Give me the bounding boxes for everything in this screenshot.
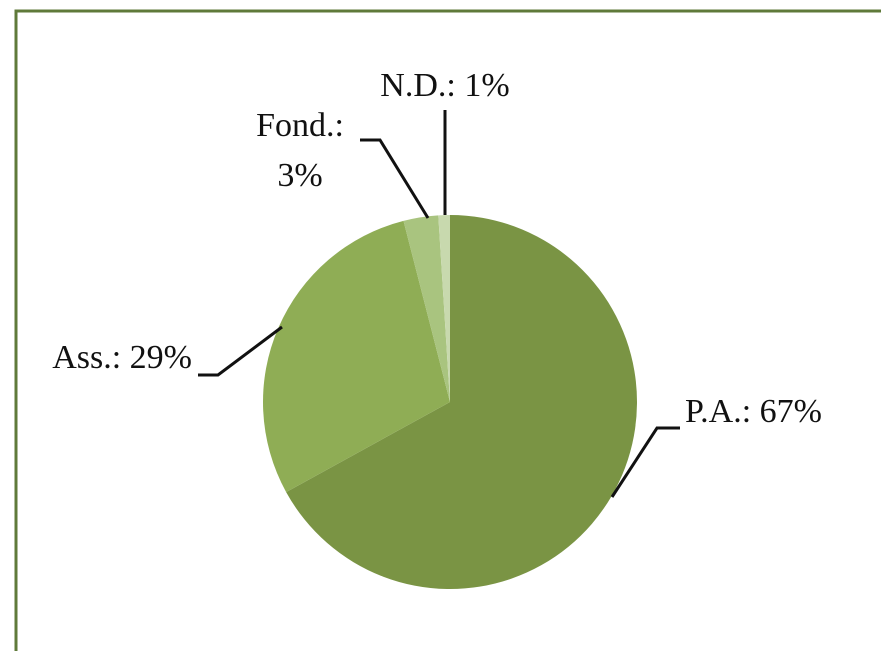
data-label: Ass.: 29% xyxy=(52,339,192,376)
leader-line xyxy=(610,426,680,498)
data-label-line: Fond.: xyxy=(256,107,344,144)
data-label: Fond.: 3% xyxy=(256,107,344,194)
pie-slice xyxy=(286,215,638,589)
data-label-line: 3% xyxy=(277,157,322,194)
leader-line xyxy=(360,138,430,219)
pie-slice xyxy=(262,220,450,493)
data-label: N.D.: 1% xyxy=(380,67,509,104)
data-label: P.A.: 67% xyxy=(685,393,822,430)
pie-slice xyxy=(438,215,450,402)
leader-line xyxy=(198,325,283,377)
pie-slice xyxy=(403,215,450,402)
